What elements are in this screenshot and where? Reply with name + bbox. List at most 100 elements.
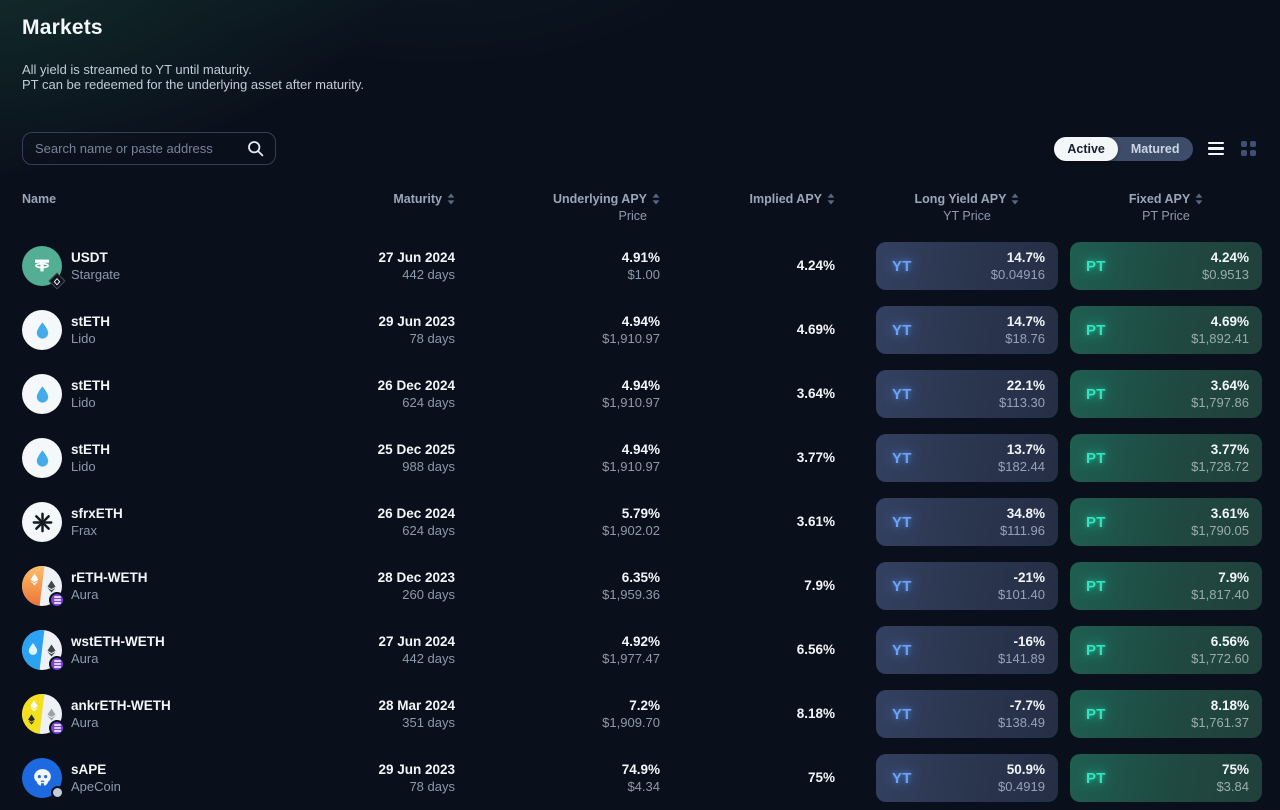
yt-apy: -21% [1013, 569, 1045, 585]
sort-icon [827, 193, 835, 205]
yt-button[interactable]: YT 22.1% $113.30 [876, 370, 1058, 418]
sort-icon [652, 193, 660, 205]
pt-apy: 3.64% [1210, 377, 1249, 393]
yt-apy: 14.7% [1006, 313, 1045, 329]
asset-name: sAPE [71, 761, 107, 777]
pt-button[interactable]: PT 8.18% $1,761.37 [1070, 690, 1262, 738]
lido-steth-icon [22, 438, 62, 478]
pt-button[interactable]: PT 6.56% $1,772.60 [1070, 626, 1262, 674]
pt-button[interactable]: PT 4.69% $1,892.41 [1070, 306, 1262, 354]
search-icon[interactable] [247, 140, 264, 157]
implied-apy-cell: 6.56% [660, 642, 835, 658]
yt-price: $111.96 [999, 522, 1045, 538]
col-subheader-price: Price [618, 209, 647, 223]
implied-apy-cell: 7.9% [660, 578, 835, 594]
market-row[interactable]: USDT Stargate 27 Jun 2024 442 days 4.91%… [22, 234, 1262, 298]
pt-button[interactable]: PT 3.77% $1,728.72 [1070, 434, 1262, 482]
col-header-fixed-apy[interactable]: Fixed APY PT Price [1058, 191, 1262, 224]
market-row[interactable]: stETH Lido 29 Jun 2023 78 days 4.94% $1,… [22, 298, 1262, 362]
pt-apy: 3.61% [1210, 505, 1249, 521]
market-row[interactable]: stETH Lido 25 Dec 2025 988 days 4.94% $1… [22, 426, 1262, 490]
underlying-apy: 7.2% [629, 697, 660, 713]
token-icon [22, 310, 62, 350]
maturity-cell: 25 Dec 2025 988 days [274, 442, 455, 475]
market-row[interactable]: stETH Lido 26 Dec 2024 624 days 4.94% $1… [22, 362, 1262, 426]
sort-icon [447, 193, 455, 205]
yt-token-label: YT [892, 513, 912, 531]
pt-button[interactable]: PT 75% $3.84 [1070, 754, 1262, 802]
underlying-apy-cell: 4.91% $1.00 [455, 250, 660, 283]
underlying-price: $1,909.70 [602, 714, 660, 730]
underlying-price: $1,910.97 [602, 394, 660, 410]
yt-button[interactable]: YT -16% $141.89 [876, 626, 1058, 674]
yt-button[interactable]: YT 34.8% $111.96 [876, 498, 1058, 546]
yt-apy: 34.8% [1006, 505, 1045, 521]
market-name-cell: sAPE ApeCoin [22, 758, 274, 799]
protocol-name: Stargate [71, 266, 121, 282]
yt-token-label: YT [892, 769, 912, 787]
yt-button[interactable]: YT -7.7% $138.49 [876, 690, 1058, 738]
col-header-underlying-apy[interactable]: Underlying APY Price [455, 191, 660, 224]
pt-token-label: PT [1086, 449, 1106, 467]
search-input[interactable] [35, 141, 247, 156]
protocol-name: Lido [71, 458, 96, 474]
pt-token-label: PT [1086, 641, 1106, 659]
col-header-maturity[interactable]: Maturity [274, 191, 455, 207]
maturity-days: 351 days [402, 714, 455, 730]
yt-cell: YT -16% $141.89 [835, 626, 1058, 674]
yt-cell: YT 22.1% $113.30 [835, 370, 1058, 418]
col-header-implied-apy[interactable]: Implied APY [660, 191, 835, 207]
toggle-active-button[interactable]: Active [1054, 136, 1118, 161]
implied-apy: 3.64% [796, 386, 835, 401]
grid-view-button[interactable] [1239, 139, 1259, 159]
market-name-cell: USDT Stargate [22, 246, 274, 290]
sort-icon [1195, 193, 1203, 205]
yt-button[interactable]: YT 14.7% $18.76 [876, 306, 1058, 354]
pt-token-label: PT [1086, 321, 1106, 339]
toggle-matured-button[interactable]: Matured [1118, 137, 1193, 161]
pt-token-label: PT [1086, 257, 1106, 275]
pt-cell: PT 7.9% $1,817.40 [1058, 562, 1262, 610]
yt-button[interactable]: YT -21% $101.40 [876, 562, 1058, 610]
implied-apy: 7.9% [804, 578, 835, 593]
pt-token-label: PT [1086, 513, 1106, 531]
chain-badge-icon [51, 786, 64, 799]
maturity-date: 25 Dec 2025 [377, 441, 455, 457]
underlying-apy: 6.35% [621, 569, 660, 585]
underlying-apy-cell: 4.92% $1,977.47 [455, 634, 660, 667]
market-row[interactable]: rETH-WETH Aura 28 Dec 2023 260 days 6.35… [22, 554, 1262, 618]
yt-price: $141.89 [998, 650, 1045, 666]
search-box[interactable] [22, 132, 276, 165]
market-row[interactable]: wstETH-WETH Aura 27 Jun 2024 442 days 4.… [22, 618, 1262, 682]
market-row[interactable]: ankrETH-WETH Aura 28 Mar 2024 351 days 7… [22, 682, 1262, 746]
market-name-cell: rETH-WETH Aura [22, 566, 274, 608]
pt-cell: PT 3.61% $1,790.05 [1058, 498, 1262, 546]
yt-button[interactable]: YT 14.7% $0.04916 [876, 242, 1058, 290]
yt-price: $0.04916 [990, 266, 1045, 282]
pt-button[interactable]: PT 7.9% $1,817.40 [1070, 562, 1262, 610]
maturity-date: 29 Jun 2023 [378, 313, 455, 329]
underlying-apy-cell: 5.79% $1,902.02 [455, 506, 660, 539]
pt-button[interactable]: PT 3.64% $1,797.86 [1070, 370, 1262, 418]
market-name-cell: ankrETH-WETH Aura [22, 694, 274, 736]
token-icon [22, 694, 65, 736]
market-row[interactable]: sAPE ApeCoin 29 Jun 2023 78 days 74.9% $… [22, 746, 1262, 810]
pt-button[interactable]: PT 3.61% $1,790.05 [1070, 498, 1262, 546]
yt-button[interactable]: YT 50.9% $0.4919 [876, 754, 1058, 802]
controls-row: Active Matured [22, 132, 1258, 165]
token-icon [22, 246, 66, 290]
maturity-date: 26 Dec 2024 [377, 377, 455, 393]
table-body: USDT Stargate 27 Jun 2024 442 days 4.91%… [22, 234, 1262, 810]
underlying-price: $4.34 [627, 778, 660, 794]
pt-button[interactable]: PT 4.24% $0.9513 [1070, 242, 1262, 290]
yt-button[interactable]: YT 13.7% $182.44 [876, 434, 1058, 482]
list-view-button[interactable] [1206, 140, 1226, 158]
market-row[interactable]: sfrxETH Frax 26 Dec 2024 624 days 5.79% … [22, 490, 1262, 554]
maturity-cell: 29 Jun 2023 78 days [274, 762, 455, 795]
implied-apy-cell: 3.64% [660, 386, 835, 402]
asset-name: USDT [71, 249, 108, 265]
token-icon [22, 566, 65, 608]
maturity-cell: 27 Jun 2024 442 days [274, 250, 455, 283]
underlying-apy-cell: 4.94% $1,910.97 [455, 442, 660, 475]
col-header-long-yield-apy[interactable]: Long Yield APY YT Price [835, 191, 1058, 224]
